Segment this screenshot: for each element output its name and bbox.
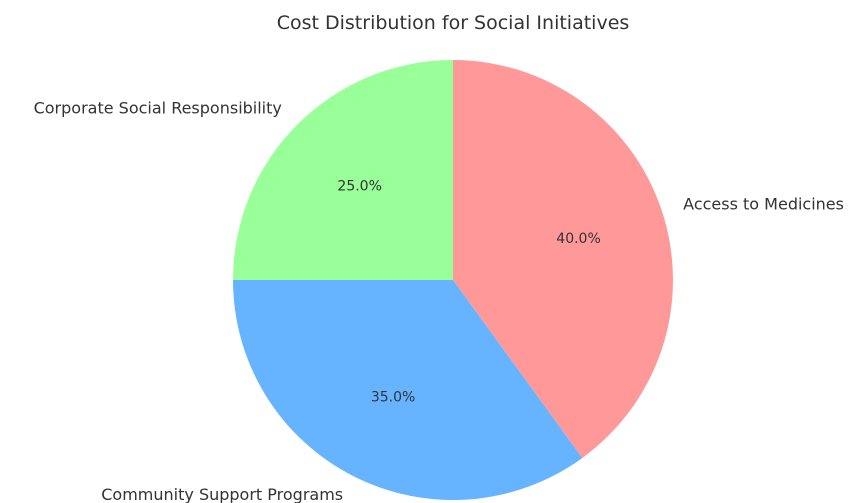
pie-labels: Access to Medicines 40.0% Community Suppor… <box>34 98 844 503</box>
pie-slice-community-support-programs <box>233 280 583 500</box>
slice-label-access-to-medicines: Access to Medicines <box>683 195 844 214</box>
slice-label-community-support-programs: Community Support Programs <box>101 485 343 503</box>
pct-label-access-to-medicines: 40.0% <box>556 231 600 247</box>
chart-title: Cost Distribution for Social Initiatives <box>277 12 630 34</box>
pie-slice-corporate-social-responsibility <box>233 60 453 280</box>
slice-label-corporate-social-responsibility: Corporate Social Responsibility <box>34 98 282 117</box>
pct-label-community-support-programs: 35.0% <box>371 390 415 406</box>
pct-label-corporate-social-responsibility: 25.0% <box>337 179 381 195</box>
pie-slices <box>233 60 673 500</box>
pie-slice-access-to-medicines <box>453 60 673 458</box>
